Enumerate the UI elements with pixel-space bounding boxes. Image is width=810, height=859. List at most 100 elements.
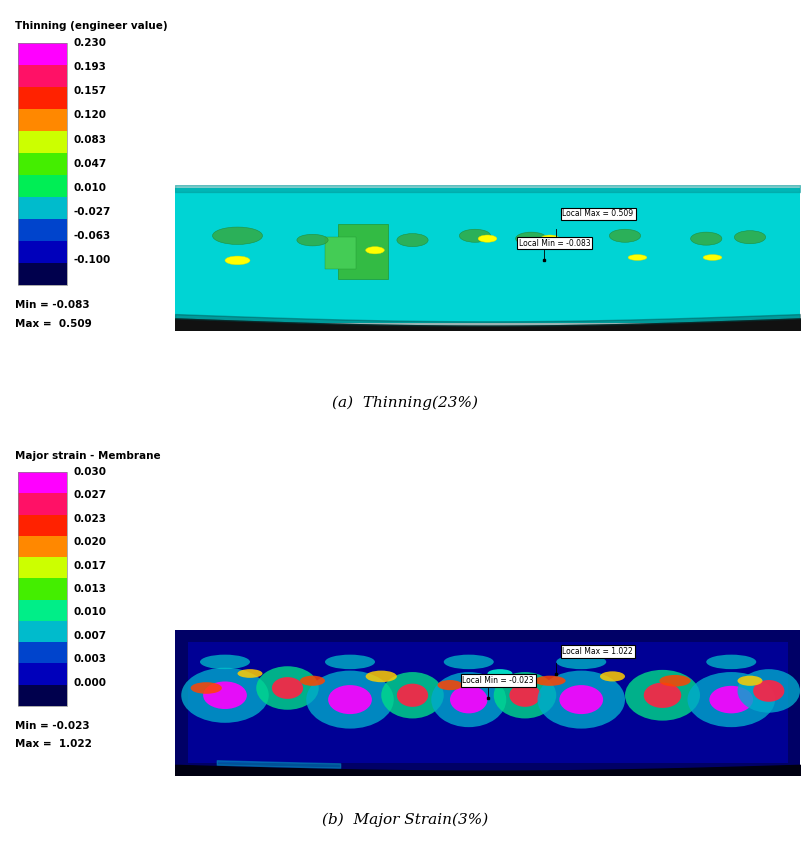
Bar (18, 557, 67, 578)
Ellipse shape (272, 677, 303, 699)
Bar (18, 472, 67, 493)
Bar (18, 493, 67, 515)
Ellipse shape (556, 655, 606, 669)
Text: Max =  0.509: Max = 0.509 (15, 319, 92, 329)
Text: Min = -0.083: Min = -0.083 (15, 300, 90, 310)
Polygon shape (175, 188, 800, 323)
Text: 0.030: 0.030 (74, 467, 106, 477)
Bar (18, 472, 67, 706)
Text: Thinning (engineer value): Thinning (engineer value) (15, 21, 168, 31)
Text: 0.013: 0.013 (74, 584, 106, 594)
Ellipse shape (237, 669, 262, 678)
Bar (18, 515, 67, 536)
Bar (18, 131, 67, 153)
Bar (18, 685, 67, 706)
Bar (18, 578, 67, 600)
Text: 0.010: 0.010 (74, 607, 106, 618)
Ellipse shape (494, 672, 556, 718)
Ellipse shape (644, 683, 681, 708)
Text: Local Max = 0.509: Local Max = 0.509 (562, 210, 633, 218)
Ellipse shape (450, 685, 488, 713)
Text: Local Min = -0.023: Local Min = -0.023 (463, 676, 534, 685)
Ellipse shape (365, 671, 397, 682)
Ellipse shape (397, 234, 428, 247)
Ellipse shape (710, 685, 753, 713)
Ellipse shape (200, 655, 250, 669)
Ellipse shape (659, 675, 691, 686)
Ellipse shape (509, 684, 540, 707)
Ellipse shape (181, 667, 269, 722)
Text: 0.047: 0.047 (74, 159, 107, 168)
Ellipse shape (753, 680, 784, 702)
Bar (18, 263, 67, 284)
Ellipse shape (297, 235, 328, 246)
Bar (18, 600, 67, 621)
Text: 0.010: 0.010 (74, 183, 106, 193)
Text: 0.193: 0.193 (74, 62, 106, 72)
Text: Min = -0.023: Min = -0.023 (15, 721, 90, 731)
Bar (18, 109, 67, 131)
Text: 0.027: 0.027 (74, 490, 107, 501)
Polygon shape (187, 642, 787, 764)
Text: Max =  1.022: Max = 1.022 (15, 739, 92, 749)
Ellipse shape (706, 655, 757, 669)
Text: 0.120: 0.120 (74, 110, 106, 120)
Ellipse shape (382, 672, 444, 718)
Text: 0.003: 0.003 (74, 655, 106, 664)
Ellipse shape (256, 667, 319, 710)
Text: 0.017: 0.017 (74, 561, 107, 570)
Ellipse shape (225, 256, 250, 265)
Bar (338, 224, 387, 279)
Bar (18, 64, 67, 87)
Ellipse shape (328, 685, 372, 714)
Ellipse shape (737, 676, 762, 685)
Text: 0.020: 0.020 (74, 537, 106, 547)
Ellipse shape (437, 680, 463, 690)
Ellipse shape (212, 227, 262, 245)
Ellipse shape (365, 247, 385, 254)
Text: (b)  Major Strain(3%): (b) Major Strain(3%) (322, 813, 488, 827)
Ellipse shape (325, 655, 375, 669)
Bar (18, 174, 67, 197)
Ellipse shape (488, 669, 513, 678)
Ellipse shape (203, 681, 247, 709)
Text: -0.027: -0.027 (74, 207, 111, 217)
Ellipse shape (625, 670, 700, 721)
Ellipse shape (540, 235, 560, 242)
Bar (18, 643, 67, 663)
Text: 0.023: 0.023 (74, 514, 106, 524)
Bar (18, 43, 67, 64)
Text: 0.000: 0.000 (74, 678, 106, 687)
Ellipse shape (306, 671, 394, 728)
Bar (18, 87, 67, 109)
Bar (18, 663, 67, 685)
Text: -0.063: -0.063 (74, 231, 111, 241)
Ellipse shape (397, 684, 428, 707)
Bar (18, 241, 67, 263)
Bar (325, 237, 356, 269)
Ellipse shape (688, 672, 775, 728)
Ellipse shape (737, 669, 800, 713)
Bar (18, 153, 67, 174)
Text: 0.230: 0.230 (74, 38, 106, 48)
Bar (18, 536, 67, 557)
Text: 0.007: 0.007 (74, 631, 107, 641)
Ellipse shape (478, 235, 497, 242)
Text: Local Max = 1.022: Local Max = 1.022 (562, 647, 633, 656)
Ellipse shape (431, 672, 506, 728)
Ellipse shape (691, 232, 722, 245)
Ellipse shape (444, 655, 494, 669)
Text: -0.100: -0.100 (74, 255, 111, 265)
Bar (18, 621, 67, 643)
Ellipse shape (516, 232, 547, 245)
Ellipse shape (600, 672, 625, 681)
Ellipse shape (190, 682, 222, 694)
Text: (a)  Thinning(23%): (a) Thinning(23%) (332, 395, 478, 410)
Text: Local Min = -0.083: Local Min = -0.083 (518, 239, 590, 247)
Ellipse shape (703, 254, 722, 260)
Ellipse shape (628, 254, 647, 260)
Ellipse shape (560, 685, 603, 714)
Ellipse shape (735, 231, 765, 244)
Bar (18, 219, 67, 241)
Bar (18, 197, 67, 219)
